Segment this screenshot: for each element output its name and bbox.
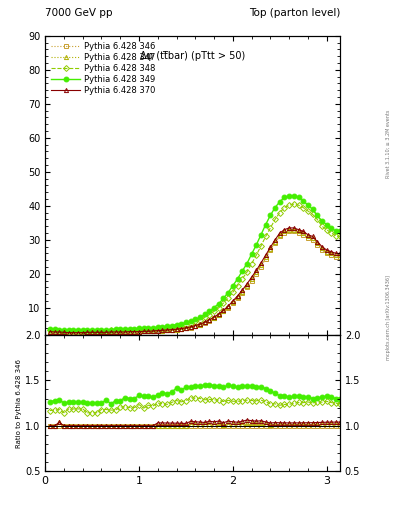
Pythia 6.428 349 <box>66 327 71 333</box>
Line: Pythia 6.428 348: Pythia 6.428 348 <box>48 202 342 333</box>
Pythia 6.428 348 <box>48 327 52 333</box>
Pythia 6.428 348 <box>338 233 342 240</box>
Pythia 6.428 349 <box>292 193 296 199</box>
Pythia 6.428 346 <box>48 329 52 335</box>
Line: Pythia 6.428 347: Pythia 6.428 347 <box>48 227 342 335</box>
Y-axis label: Ratio to Pythia 6.428 346: Ratio to Pythia 6.428 346 <box>16 358 22 447</box>
Pythia 6.428 347 <box>48 329 52 335</box>
Pythia 6.428 346 <box>334 254 338 260</box>
Pythia 6.428 370 <box>48 329 52 335</box>
Pythia 6.428 346 <box>254 271 259 277</box>
Text: Δφ (tt̅bar) (pTtt > 50): Δφ (tt̅bar) (pTtt > 50) <box>140 51 245 61</box>
Pythia 6.428 348 <box>141 326 146 332</box>
Text: Rivet 3.1.10; ≥ 3.2M events: Rivet 3.1.10; ≥ 3.2M events <box>386 109 391 178</box>
Line: Pythia 6.428 370: Pythia 6.428 370 <box>48 226 342 335</box>
Pythia 6.428 347 <box>338 252 342 258</box>
Pythia 6.428 370 <box>334 250 338 257</box>
Pythia 6.428 347 <box>132 329 137 335</box>
Pythia 6.428 346 <box>338 254 342 260</box>
Pythia 6.428 370 <box>287 225 292 231</box>
Text: 7000 GeV pp: 7000 GeV pp <box>45 8 113 18</box>
Pythia 6.428 348 <box>254 252 259 258</box>
Pythia 6.428 347 <box>254 269 259 275</box>
Pythia 6.428 349 <box>141 325 146 331</box>
Pythia 6.428 370 <box>254 267 259 273</box>
Line: Pythia 6.428 349: Pythia 6.428 349 <box>48 193 342 333</box>
Pythia 6.428 347 <box>66 330 71 336</box>
Pythia 6.428 346 <box>287 228 292 234</box>
Pythia 6.428 348 <box>292 201 296 207</box>
Pythia 6.428 347 <box>198 322 202 328</box>
Pythia 6.428 347 <box>188 324 193 330</box>
Pythia 6.428 346 <box>188 325 193 331</box>
Pythia 6.428 347 <box>334 252 338 258</box>
Pythia 6.428 349 <box>334 228 338 234</box>
Line: Pythia 6.428 346: Pythia 6.428 346 <box>48 229 342 335</box>
Pythia 6.428 348 <box>62 328 66 334</box>
Pythia 6.428 349 <box>254 242 259 248</box>
Pythia 6.428 370 <box>132 329 137 335</box>
Pythia 6.428 370 <box>198 321 202 327</box>
Pythia 6.428 346 <box>141 328 146 334</box>
Pythia 6.428 349 <box>188 318 193 325</box>
Pythia 6.428 346 <box>198 322 202 328</box>
Pythia 6.428 348 <box>188 320 193 326</box>
Text: Top (parton level): Top (parton level) <box>248 8 340 18</box>
Pythia 6.428 346 <box>132 329 137 335</box>
Legend: Pythia 6.428 346, Pythia 6.428 347, Pythia 6.428 348, Pythia 6.428 349, Pythia 6: Pythia 6.428 346, Pythia 6.428 347, Pyth… <box>48 39 158 97</box>
Pythia 6.428 370 <box>338 250 342 257</box>
Pythia 6.428 348 <box>132 327 137 333</box>
Pythia 6.428 370 <box>66 330 71 336</box>
Pythia 6.428 370 <box>188 324 193 330</box>
Pythia 6.428 370 <box>141 328 146 334</box>
Pythia 6.428 349 <box>132 326 137 332</box>
Pythia 6.428 349 <box>338 228 342 234</box>
Text: mcplots.cern.ch [arXiv:1306.3436]: mcplots.cern.ch [arXiv:1306.3436] <box>386 275 391 360</box>
Pythia 6.428 349 <box>48 326 52 332</box>
Pythia 6.428 346 <box>66 330 71 336</box>
Pythia 6.428 348 <box>334 232 338 239</box>
Pythia 6.428 349 <box>198 314 202 321</box>
Pythia 6.428 347 <box>141 328 146 334</box>
Pythia 6.428 347 <box>287 227 292 233</box>
Pythia 6.428 348 <box>198 316 202 323</box>
